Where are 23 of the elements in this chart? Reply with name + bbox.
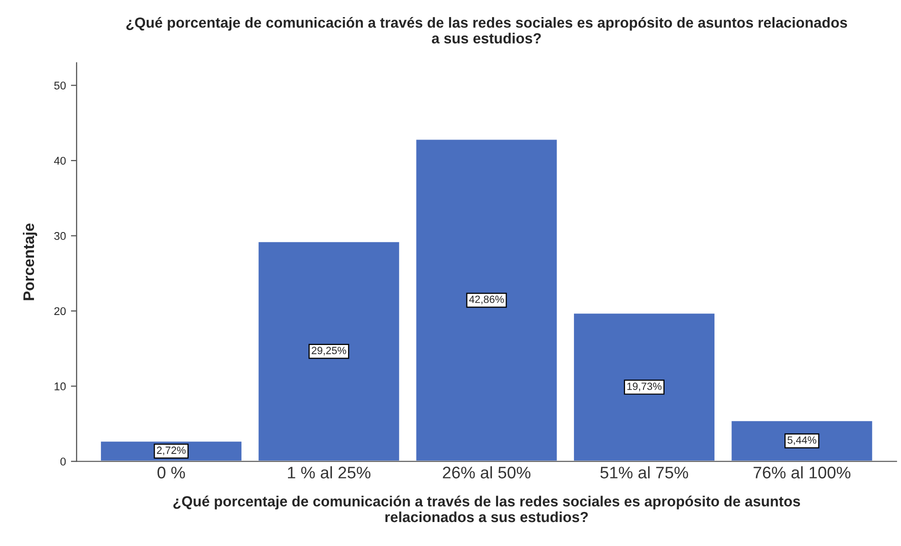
x-tick-label: 76% al 100%: [754, 466, 850, 478]
x-tick-label: 51% al 75%: [600, 466, 688, 478]
y-tick-label: 40: [54, 156, 66, 165]
y-axis-title: Porcentaje: [22, 224, 38, 300]
x-tick-label: 26% al 50%: [442, 466, 530, 478]
y-tick-label: 30: [54, 232, 66, 240]
data-label: 2,72%: [156, 446, 186, 456]
x-tick-label: 1 % al 25%: [288, 466, 370, 478]
y-tick-label: 20: [54, 307, 66, 316]
data-label: 29,25%: [312, 346, 346, 356]
data-label: 5,44%: [788, 436, 816, 445]
data-label: 42,86%: [469, 296, 504, 304]
y-tick-label: 0: [60, 458, 66, 466]
y-tick-label: 50: [54, 82, 66, 90]
data-label: 19,73%: [627, 382, 662, 392]
bar: [730, 420, 874, 462]
y-tick-label: 10: [54, 382, 66, 390]
bar: [572, 312, 716, 462]
bar: [257, 240, 401, 462]
chart-title: ¿Qué porcentaje de comunicación a través de las redes sociales es apropósito de asuntos relacionados a sus estudios?: [126, 16, 848, 44]
bar: [414, 138, 558, 462]
x-tick-label: 0 %: [157, 466, 185, 478]
x-axis-title: ¿Qué porcentaje de comunicación a través de las redes sociales es apropósito de asuntos relacionados a sus estudios?: [173, 496, 800, 522]
